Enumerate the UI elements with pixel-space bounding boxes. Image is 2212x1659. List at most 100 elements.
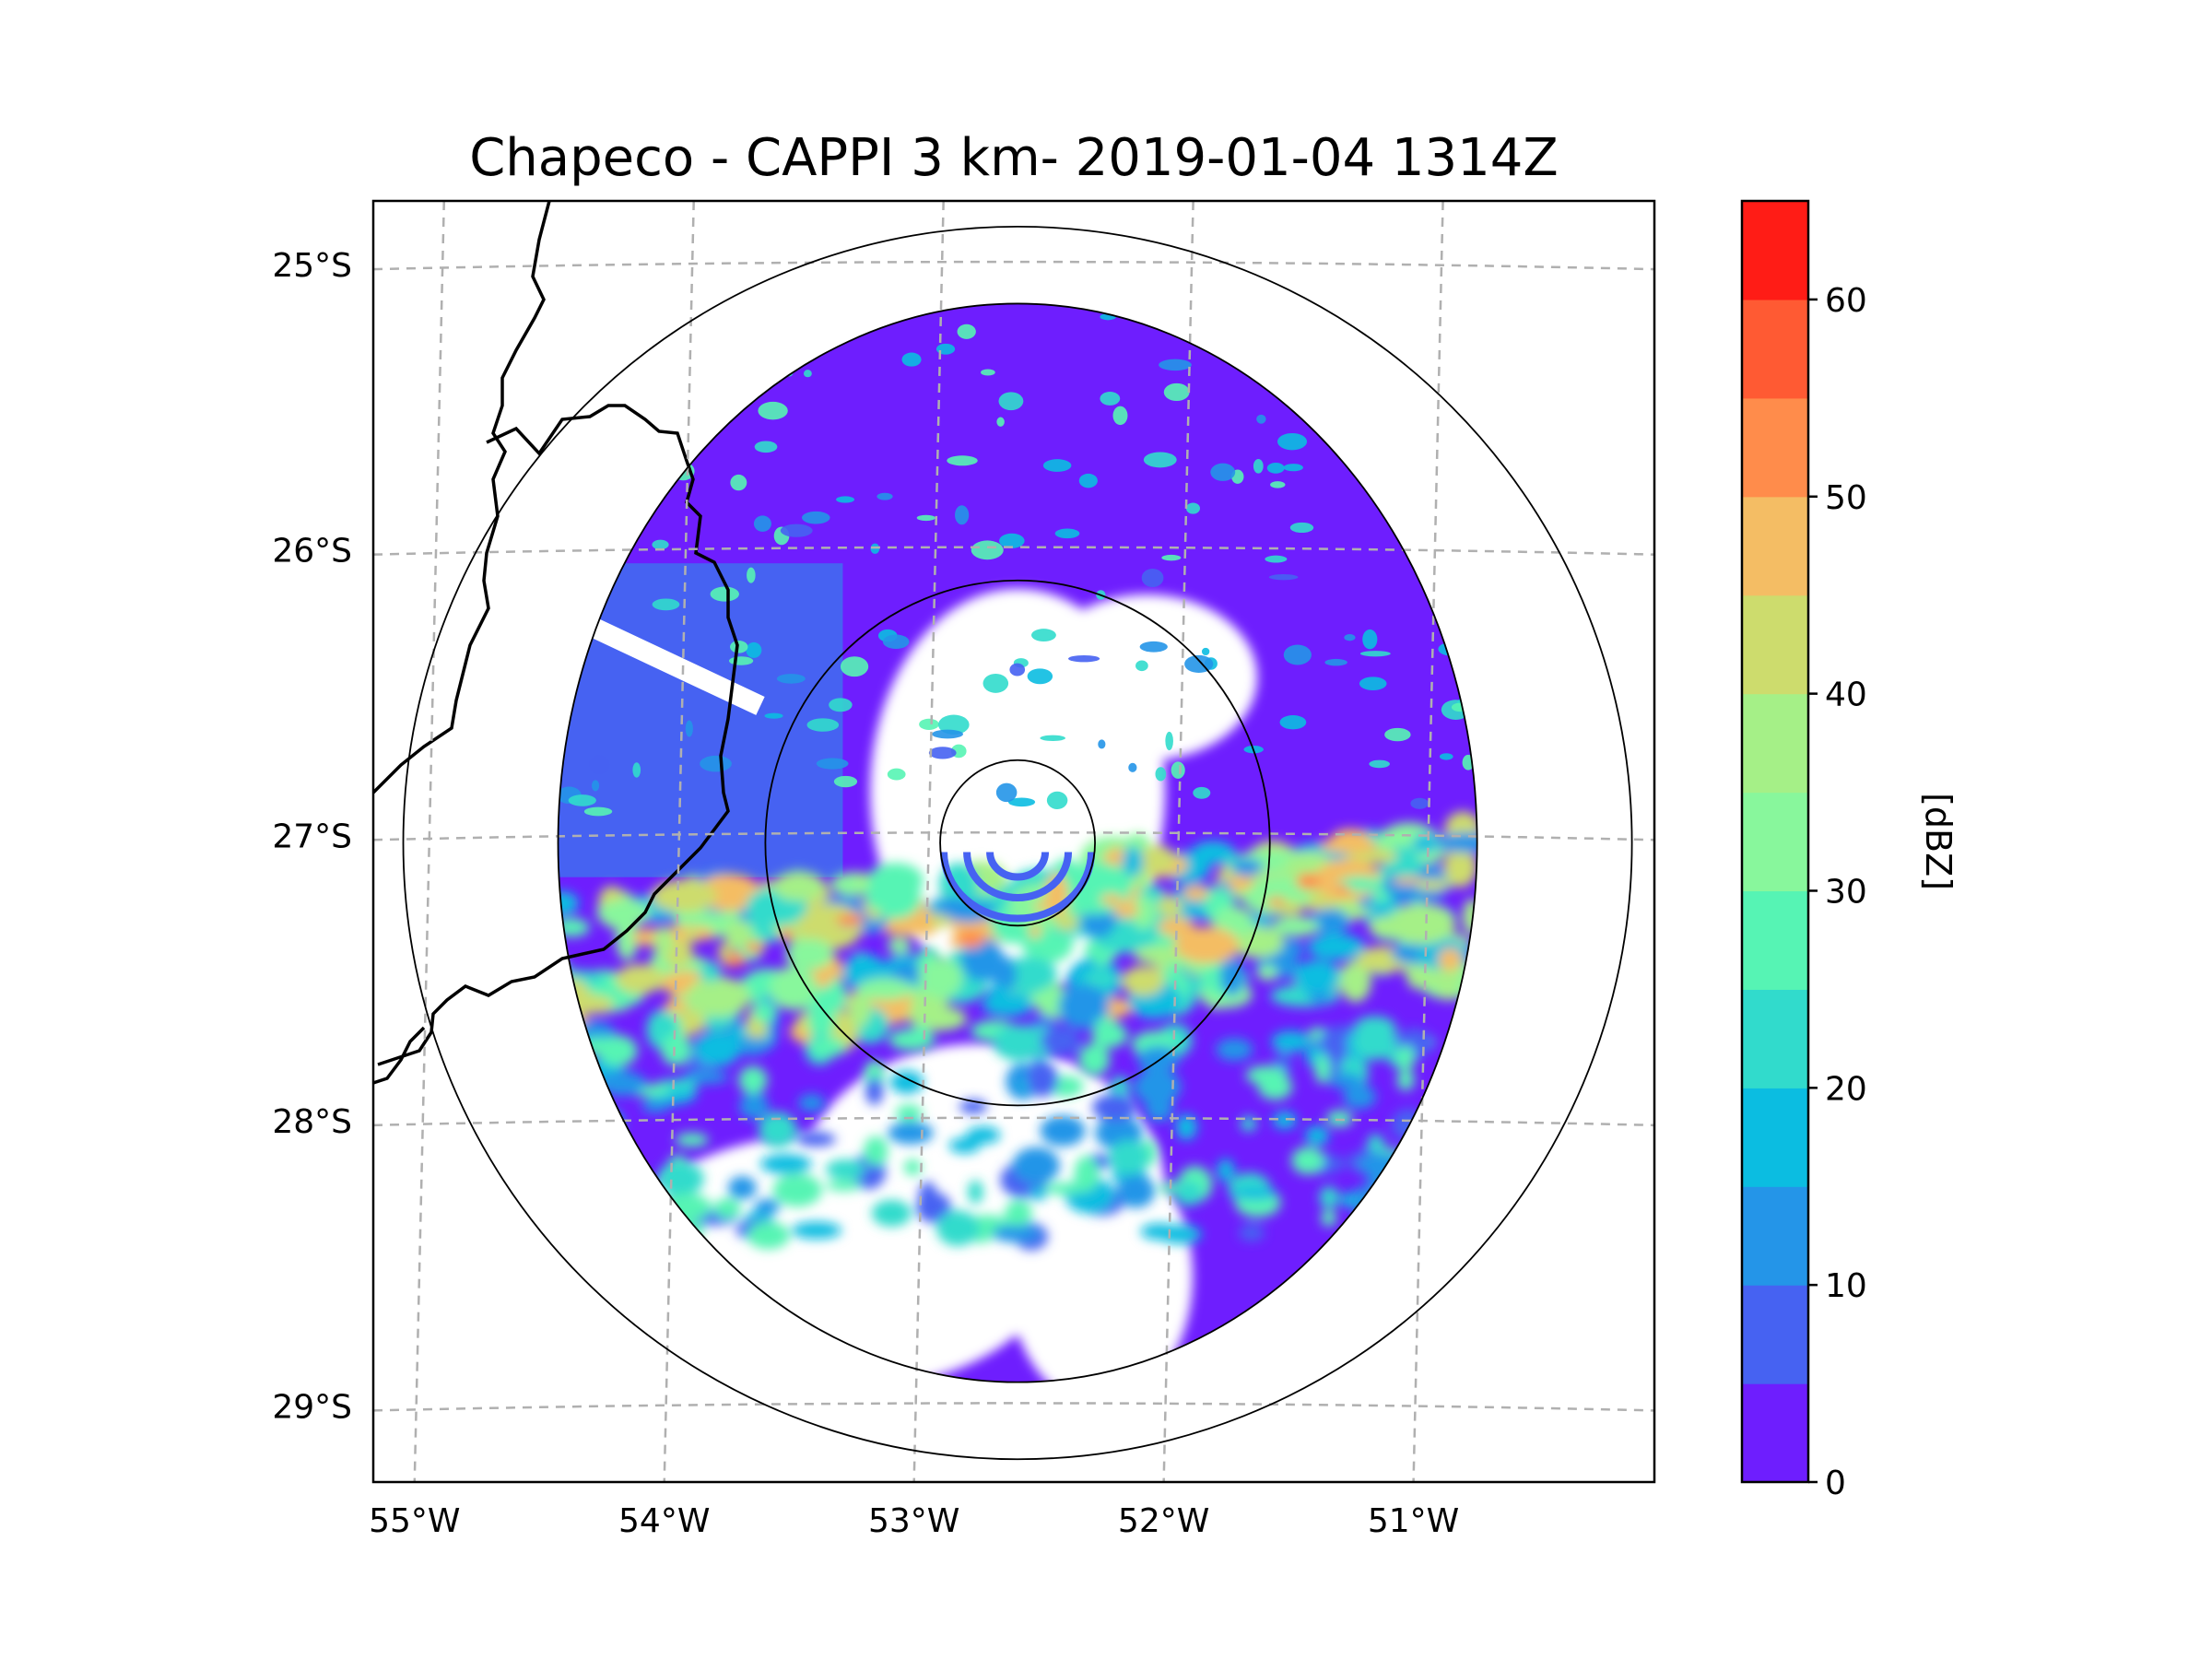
latitude-tick-label: 26°S bbox=[272, 533, 352, 571]
echo-cell bbox=[759, 1154, 812, 1174]
echo-core bbox=[1228, 876, 1253, 891]
echo-cell bbox=[724, 920, 754, 948]
echo-cell bbox=[1272, 1111, 1297, 1130]
echo-cell bbox=[1201, 647, 1210, 656]
echo-cell bbox=[867, 870, 887, 905]
echo-cell bbox=[1139, 641, 1168, 653]
echo-cell bbox=[1343, 1085, 1377, 1110]
latitude-tick-label: 25°S bbox=[272, 247, 352, 285]
echo-core bbox=[1113, 902, 1139, 918]
colorbar-bin bbox=[1742, 1088, 1808, 1187]
echo-cell bbox=[1412, 833, 1439, 853]
echo-cell bbox=[1253, 459, 1264, 474]
echo-cell bbox=[995, 782, 1018, 803]
echo-cell bbox=[699, 961, 722, 982]
echo-cell bbox=[836, 496, 855, 503]
echo-cell bbox=[1108, 1139, 1149, 1175]
colorbar-bin bbox=[1742, 989, 1808, 1088]
echo-core bbox=[1182, 886, 1209, 901]
echo-cell bbox=[759, 1112, 797, 1148]
echo-cell bbox=[753, 515, 771, 532]
latitude-tick-label: 28°S bbox=[272, 1103, 352, 1141]
latitude-ticks: 25°S 26°S 27°S 28°S 29°S bbox=[272, 247, 352, 1426]
echo-cell bbox=[968, 1180, 983, 1205]
echo-cell bbox=[825, 1159, 865, 1180]
echo-cell bbox=[657, 1161, 704, 1196]
echo-cell bbox=[1040, 1026, 1081, 1056]
echo-cell bbox=[932, 729, 963, 739]
echo-cell bbox=[807, 993, 835, 1041]
parallel-line bbox=[373, 831, 1654, 841]
echo-cell bbox=[1159, 359, 1192, 371]
echo-cell bbox=[1054, 528, 1080, 539]
echo-cell bbox=[588, 755, 610, 775]
echo-cell bbox=[1386, 904, 1456, 945]
colorbar-tick-label: 50 bbox=[1825, 479, 1867, 517]
echo-cell bbox=[700, 755, 732, 772]
echo-core bbox=[1296, 873, 1321, 890]
echo-cell bbox=[598, 1071, 646, 1097]
echo-cell bbox=[1134, 1068, 1182, 1105]
radar-scan bbox=[558, 303, 1477, 1382]
echo-cell bbox=[910, 991, 935, 1033]
echo-cell bbox=[764, 712, 783, 719]
echo-cell bbox=[1344, 633, 1356, 641]
echo-cell bbox=[1362, 629, 1378, 650]
clutter-arc bbox=[986, 852, 1050, 881]
echo-core bbox=[868, 909, 881, 922]
echo-cell bbox=[772, 1173, 822, 1207]
echo-cell bbox=[693, 1031, 741, 1067]
echo-cell bbox=[936, 1210, 980, 1246]
meridian-line bbox=[413, 201, 446, 1482]
echo-cell bbox=[1216, 1038, 1253, 1062]
echo-cell bbox=[1163, 382, 1190, 402]
echo-cell bbox=[960, 937, 1004, 982]
axes-frame bbox=[371, 199, 1656, 1484]
latitude-tick-label: 29°S bbox=[272, 1388, 352, 1426]
echo-cell bbox=[1122, 846, 1144, 877]
echo-cell bbox=[583, 806, 613, 817]
latitude-tick-label: 27°S bbox=[272, 818, 352, 855]
echo-cell bbox=[1256, 965, 1278, 982]
echo-cell bbox=[1270, 481, 1286, 488]
echo-cell bbox=[1289, 522, 1314, 533]
echo-cell bbox=[1145, 1094, 1173, 1123]
colorbar: 0 10 20 30 40 50 60 [dBZ] bbox=[1740, 199, 1959, 1502]
echo-core bbox=[1029, 924, 1041, 938]
echo-cell bbox=[739, 1092, 770, 1120]
echo-cell bbox=[747, 567, 756, 583]
echo-cell bbox=[996, 417, 1005, 427]
echo-cell bbox=[1083, 970, 1118, 989]
echo-cell bbox=[1058, 983, 1110, 1030]
echo-cell bbox=[1436, 832, 1477, 853]
echo-cell bbox=[730, 641, 748, 653]
echo-cell bbox=[903, 1159, 922, 1176]
echo-cell bbox=[646, 1019, 667, 1037]
echo-cell bbox=[1257, 1074, 1293, 1100]
echo-cell bbox=[887, 768, 906, 781]
echo-cell bbox=[809, 1037, 846, 1058]
echo-cell bbox=[1219, 956, 1245, 996]
echo-cell bbox=[1078, 473, 1098, 488]
echo-cell bbox=[1396, 1069, 1415, 1091]
echo-core bbox=[836, 913, 865, 926]
echo-core bbox=[684, 927, 700, 943]
echo-cell bbox=[598, 1035, 638, 1067]
colorbar-tick-label: 60 bbox=[1825, 282, 1867, 320]
echo-cell bbox=[1043, 1182, 1087, 1195]
parallel-line bbox=[373, 1402, 1654, 1412]
echo-cell bbox=[1141, 568, 1164, 588]
state-border bbox=[377, 404, 739, 1066]
longitude-ticks: 55°W 54°W 53°W 52°W 51°W bbox=[369, 1502, 1459, 1540]
range-ring bbox=[764, 579, 1271, 1107]
echo-cell bbox=[728, 656, 754, 665]
echo-cell bbox=[871, 1199, 912, 1227]
echo-cell bbox=[955, 505, 970, 525]
echo-cell bbox=[1238, 1224, 1265, 1241]
colorbar-tick-label: 40 bbox=[1825, 677, 1867, 714]
echo-cell bbox=[780, 524, 813, 537]
parallel-line bbox=[373, 546, 1654, 556]
echo-cell bbox=[865, 1077, 884, 1105]
echo-core bbox=[1157, 897, 1183, 916]
echo-cell bbox=[1347, 849, 1398, 865]
